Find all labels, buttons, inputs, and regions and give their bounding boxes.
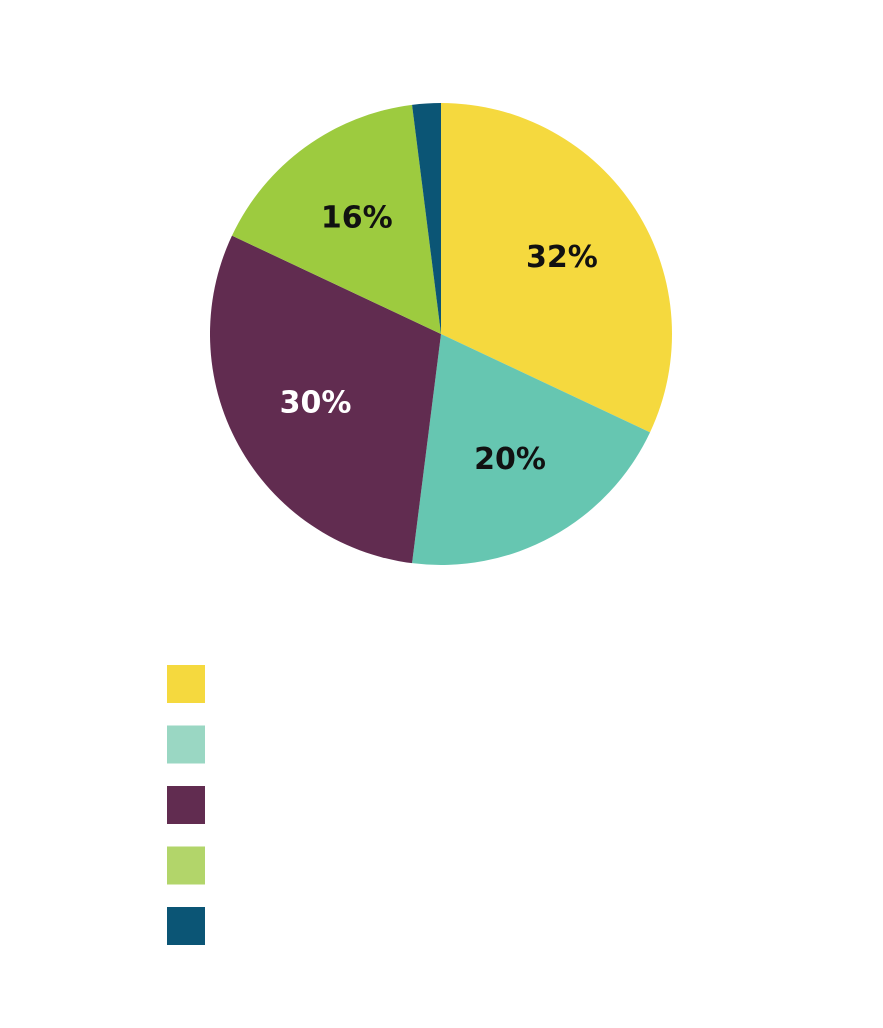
legend bbox=[167, 665, 205, 945]
legend-swatch-2 bbox=[167, 786, 205, 824]
pie-slice-2 bbox=[209, 235, 441, 564]
legend-swatch-4 bbox=[167, 907, 205, 945]
slice-label-2: 30% bbox=[280, 385, 352, 420]
pie-slice-4 bbox=[412, 103, 441, 334]
legend-swatch-0 bbox=[167, 665, 205, 703]
legend-swatch-1 bbox=[167, 725, 205, 764]
legend-swatch-3 bbox=[167, 846, 205, 885]
slice-labels: 32% 20% 30% 16% bbox=[280, 201, 598, 477]
pie-slices bbox=[209, 103, 672, 565]
slice-label-0: 32% bbox=[526, 240, 598, 275]
slice-label-3: 16% bbox=[321, 201, 393, 236]
pie-slice-0 bbox=[441, 103, 672, 433]
pie-slice-3 bbox=[231, 104, 441, 334]
pie-slice-1 bbox=[412, 334, 651, 565]
slice-label-1: 20% bbox=[474, 442, 546, 477]
